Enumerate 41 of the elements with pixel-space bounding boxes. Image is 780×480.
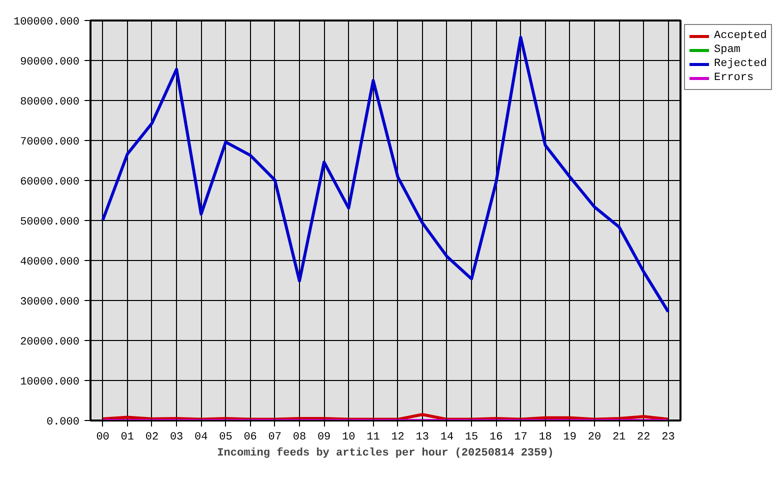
- x-axis-title: Incoming feeds by articles per hour (20250814 2359): [217, 446, 554, 460]
- x-tick-label: 07: [268, 432, 282, 444]
- x-tick-label: 05: [219, 432, 232, 444]
- x-tick-label: 15: [464, 432, 478, 444]
- y-tick-label: 80000.000: [20, 96, 80, 108]
- legend-label: Rejected: [714, 57, 767, 71]
- legend-label: Errors: [714, 71, 754, 85]
- x-tick-label: 11: [366, 432, 380, 444]
- y-tick-label: 60000.000: [20, 176, 80, 188]
- y-tick-label: 100000.000: [13, 16, 80, 28]
- x-tick-label: 08: [292, 432, 306, 444]
- y-tick-label: 40000.000: [20, 256, 80, 268]
- y-tick-label: 50000.000: [20, 216, 80, 228]
- x-tick-label: 00: [96, 432, 110, 444]
- legend-label: Spam: [714, 43, 740, 57]
- legend-label: Accepted: [714, 29, 767, 43]
- x-tick-label: 01: [120, 432, 134, 444]
- x-tick-label: 18: [538, 432, 552, 444]
- x-tick-label: 23: [662, 432, 675, 444]
- x-tick-label: 04: [194, 432, 208, 444]
- x-tick-label: 20: [588, 432, 602, 444]
- x-tick-label: 19: [563, 432, 576, 444]
- x-tick-label: 13: [416, 432, 429, 444]
- y-tick-label: 70000.000: [20, 136, 80, 148]
- x-tick-label: 12: [391, 432, 404, 444]
- x-tick-label: 16: [490, 432, 503, 444]
- y-tick-label: 0.000: [46, 416, 80, 428]
- x-tick-label: 21: [612, 432, 626, 444]
- x-tick-label: 03: [170, 432, 184, 444]
- y-tick-label: 30000.000: [20, 296, 80, 308]
- line-series: [101, 36, 670, 314]
- x-tick-label: 09: [317, 432, 331, 444]
- x-tick-label: 17: [514, 432, 528, 444]
- x-tick-label: 22: [637, 432, 650, 444]
- x-tick-label: 06: [244, 432, 257, 444]
- y-tick-label: 10000.000: [20, 376, 80, 388]
- y-tick-label: 20000.000: [20, 336, 80, 348]
- x-tick-label: 14: [440, 432, 454, 444]
- x-tick-label: 10: [342, 432, 356, 444]
- y-tick-label: 90000.000: [20, 56, 80, 68]
- x-tick-label: 02: [145, 432, 159, 444]
